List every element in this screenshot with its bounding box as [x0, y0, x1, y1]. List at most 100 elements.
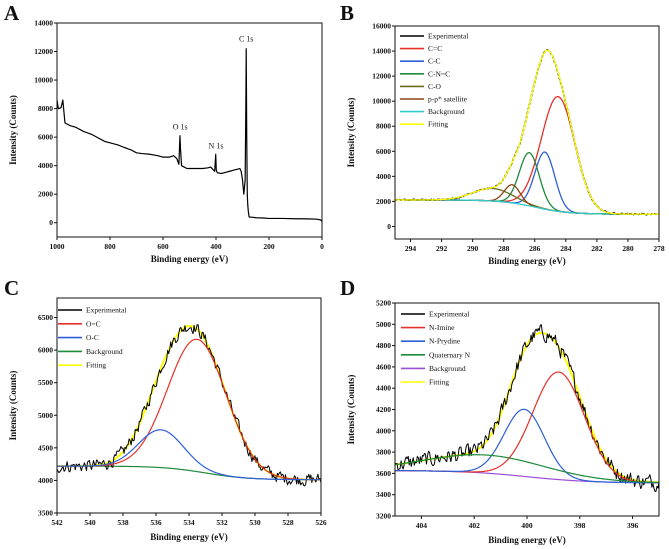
y-tick-label: 8000	[376, 122, 391, 131]
x-tick-label: 282	[591, 244, 603, 253]
y-tick-label: 6000	[376, 147, 391, 156]
legend-label: p-p* satellite	[428, 95, 468, 104]
y-axis-label: Intensity (Counts)	[346, 98, 356, 168]
component-curve-c-o	[395, 187, 659, 215]
panel-letter: D	[340, 276, 355, 300]
legend-label: C-N=C	[428, 69, 450, 78]
panel-B: B 294 292 290 288 286 284 282 280 278 0 2000 4000 600…	[340, 1, 665, 266]
x-tick-label: 200	[263, 242, 275, 251]
plot-area	[395, 324, 659, 492]
x-tick-label: 284	[560, 244, 572, 253]
y-tick-label: 3400	[376, 490, 391, 499]
y-tick-label: 4000	[376, 426, 391, 435]
legend-label: Fitting	[429, 378, 449, 387]
legend-label: N-Imine	[429, 323, 455, 332]
component-curve-quaternary-n	[395, 454, 659, 484]
y-tick-label: 3600	[376, 469, 391, 478]
y-tick-label: 8000	[38, 104, 53, 113]
y-tick-label: 10000	[34, 76, 53, 85]
y-tick-label: 10000	[372, 97, 391, 106]
y-tick-label: 5500	[38, 378, 53, 387]
peak-annotation: O 1s	[173, 122, 188, 131]
y-tick-label: 14000	[372, 47, 391, 56]
x-tick-label: 0	[320, 242, 324, 251]
y-tick-label: 0	[49, 218, 53, 227]
legend-label: Experimental	[429, 310, 469, 319]
y-tick-label: 6000	[38, 133, 53, 142]
plot-area	[395, 49, 659, 216]
x-tick-label: 280	[622, 244, 634, 253]
y-tick-label: 4800	[376, 341, 391, 350]
x-axis-label: Binding energy (eV)	[150, 532, 228, 542]
y-tick-label: 6000	[38, 346, 53, 355]
y-axis-label: Intensity (Counts)	[346, 375, 356, 445]
x-tick-label: 396	[627, 521, 639, 530]
series-line-survey	[57, 48, 322, 222]
x-tick-label: 540	[84, 518, 96, 527]
x-tick-label: 286	[529, 244, 541, 253]
y-tick-label: 4000	[38, 161, 53, 170]
x-tick-label: 292	[436, 244, 448, 253]
y-tick-label: 2000	[38, 190, 53, 199]
x-tick-label: 534	[183, 518, 195, 527]
component-curve-n-imine	[395, 371, 659, 484]
x-tick-label: 400	[521, 521, 533, 530]
x-axis-label: Binding energy (eV)	[488, 256, 566, 266]
y-tick-label: 5200	[376, 299, 391, 308]
x-tick-label: 526	[315, 518, 327, 527]
y-tick-label: 4200	[376, 405, 391, 414]
x-tick-label: 400	[210, 242, 222, 251]
y-tick-label: 4000	[38, 476, 53, 485]
x-tick-label: 538	[117, 518, 129, 527]
panel-C: C 542 540 538 536 534 532 530 528 526 3500 4000 4500…	[4, 276, 327, 542]
y-tick-label: 14000	[34, 19, 53, 28]
x-tick-label: 402	[469, 521, 481, 530]
x-tick-label: 528	[282, 518, 294, 527]
x-tick-label: 290	[467, 244, 479, 253]
x-tick-label: 600	[157, 242, 169, 251]
y-tick-label: 4400	[376, 384, 391, 393]
panel-letter: B	[340, 1, 354, 25]
x-tick-label: 278	[653, 244, 665, 253]
legend-label: C-O	[428, 82, 442, 91]
legend: Experimental N-Imine N-Prydine Quaternary N…	[401, 310, 471, 387]
x-tick-label: 1000	[50, 242, 65, 251]
y-tick-label: 5000	[376, 320, 391, 329]
plot-area	[57, 324, 321, 487]
y-tick-label: 0	[387, 222, 391, 231]
x-tick-label: 398	[574, 521, 586, 530]
legend-label: O-C	[86, 333, 99, 342]
plot-frame	[56, 297, 322, 514]
legend-label: Experimental	[428, 32, 468, 41]
y-axis-label: Intensity (Counts)	[8, 95, 18, 165]
panel-letter: A	[4, 1, 20, 25]
y-tick-label: 3500	[38, 509, 53, 518]
peak-annotation: N 1s	[209, 142, 224, 151]
y-tick-label: 4500	[38, 443, 53, 452]
y-tick-label: 4600	[376, 362, 391, 371]
legend: Experimental C=C C-C C-N=C C-O p-p* satellite…	[400, 32, 468, 129]
y-tick-label: 4000	[376, 172, 391, 181]
legend-label: N-Prydine	[429, 337, 461, 346]
plot-frame	[394, 25, 660, 240]
x-tick-label: 536	[150, 518, 162, 527]
legend-label: C=C	[428, 44, 442, 53]
legend-label: Fitting	[86, 361, 106, 370]
legend-label: Background	[429, 364, 466, 373]
y-tick-label: 12000	[372, 72, 391, 81]
legend-label: C-C	[428, 57, 441, 66]
x-tick-label: 530	[249, 518, 261, 527]
legend-label: O=C	[86, 319, 101, 328]
x-axis-label: Binding energy (eV)	[488, 535, 566, 545]
y-tick-label: 2000	[376, 197, 391, 206]
y-tick-label: 5000	[38, 411, 53, 420]
x-tick-label: 288	[498, 244, 510, 253]
x-tick-label: 404	[416, 521, 428, 530]
legend-label: Background	[86, 347, 123, 356]
panel-letter: C	[4, 276, 19, 300]
y-tick-label: 3800	[376, 448, 391, 457]
legend-label: Experimental	[86, 306, 126, 315]
legend-label: Fitting	[428, 120, 448, 129]
